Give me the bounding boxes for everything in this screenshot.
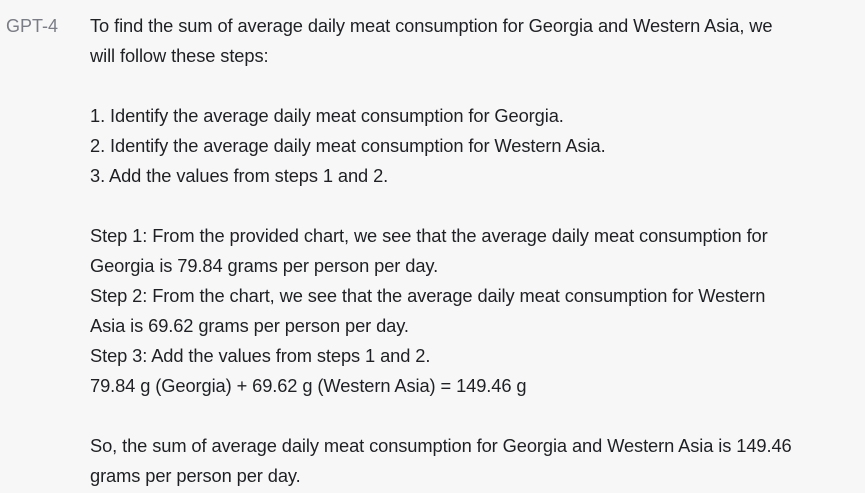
message-line: To find the sum of average daily meat co… (90, 15, 773, 36)
step-list-item: 1. Identify the average daily meat consu… (90, 105, 564, 126)
message-line: Georgia is 79.84 grams per person per da… (90, 255, 439, 276)
speaker-label: GPT-4 (6, 16, 59, 36)
blank-line (90, 191, 860, 221)
conclusion-line: grams per person per day. (90, 465, 301, 486)
message-line: Step 3: Add the values from steps 1 and … (90, 345, 431, 366)
conclusion-line: So, the sum of average daily meat consum… (90, 435, 792, 456)
step-list-item: 3. Add the values from steps 1 and 2. (90, 165, 389, 186)
message-line: Step 1: From the provided chart, we see … (90, 225, 768, 246)
blank-line (90, 401, 860, 431)
message-line: Step 2: From the chart, we see that the … (90, 285, 766, 306)
step-list-item: 2. Identify the average daily meat consu… (90, 135, 606, 156)
calculation-line: 79.84 g (Georgia) + 69.62 g (Western Asi… (90, 375, 527, 396)
message-line: will follow these steps: (90, 45, 269, 66)
blank-line (90, 71, 860, 101)
message-body: To find the sum of average daily meat co… (90, 11, 860, 491)
message-line: Asia is 69.62 grams per person per day. (90, 315, 409, 336)
